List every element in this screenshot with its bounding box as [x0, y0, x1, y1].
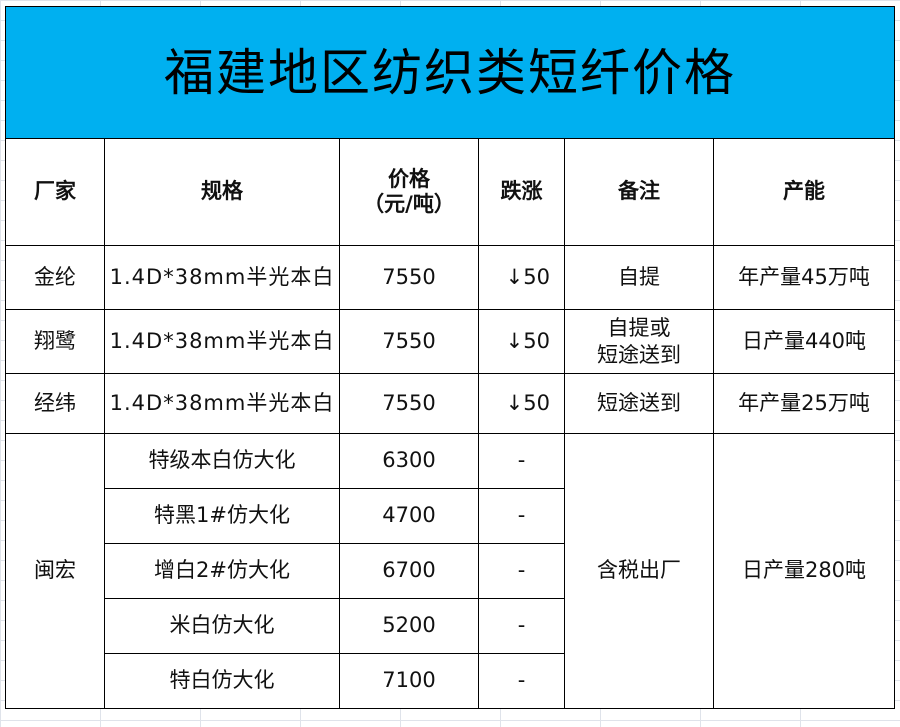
price-table: 福建地区纺织类短纤价格 厂家 规格 价格 （元/吨） 跌涨 备注 产能 金纶 1.… [5, 6, 895, 709]
change-cell: ↓50 [478, 373, 565, 434]
spec-cell: 1.4D*38mm半光本白 [104, 245, 340, 310]
factory-cell: 金纶 [5, 245, 105, 310]
spec-cell: 1.4D*38mm半光本白 [104, 373, 340, 434]
capacity-cell: 日产量440吨 [713, 309, 895, 374]
header-price-label: 价格 [388, 166, 430, 191]
note-line-1: 自提或 [607, 316, 671, 341]
price-cell: 6700 [339, 543, 479, 599]
header-capacity: 产能 [713, 138, 895, 246]
factory-cell: 闽宏 [5, 433, 105, 709]
header-price-unit: （元/吨） [363, 192, 455, 216]
price-cell: 7550 [339, 309, 479, 374]
spec-cell: 米白仿大化 [104, 598, 340, 654]
change-cell: - [478, 598, 565, 654]
change-cell: - [478, 488, 565, 544]
factory-cell: 经纬 [5, 373, 105, 434]
table-row: 翔鹭 1.4D*38mm半光本白 7550 ↓50 自提或 短途送到 日产量440… [5, 309, 895, 374]
price-cell: 5200 [339, 598, 479, 654]
note-cell: 自提 [564, 245, 714, 310]
header-row: 厂家 规格 价格 （元/吨） 跌涨 备注 产能 [5, 138, 895, 246]
header-price: 价格 （元/吨） [339, 138, 479, 246]
header-change: 跌涨 [478, 138, 565, 246]
table-title: 福建地区纺织类短纤价格 [5, 6, 895, 139]
note-cell: 含税出厂 [564, 433, 714, 709]
change-cell: ↓50 [478, 245, 565, 310]
change-cell: - [478, 433, 565, 489]
change-cell: ↓50 [478, 309, 565, 374]
table-row: 闽宏 特级本白仿大化 6300 - 含税出厂 日产量280吨 [5, 433, 895, 709]
price-cell: 7100 [339, 653, 479, 709]
change-cell: - [478, 543, 565, 599]
change-cell: - [478, 653, 565, 709]
spec-cell: 特级本白仿大化 [104, 433, 340, 489]
price-cell: 7550 [339, 245, 479, 310]
spec-cell: 特黑1#仿大化 [104, 488, 340, 544]
price-cell: 7550 [339, 373, 479, 434]
capacity-cell: 日产量280吨 [713, 433, 895, 709]
spec-cell: 1.4D*38mm半光本白 [104, 309, 340, 374]
note-cell: 短途送到 [564, 373, 714, 434]
spec-cell: 特白仿大化 [104, 653, 340, 709]
table-row: 特白仿大化 7100 - [6, 653, 895, 709]
price-cell: 6300 [339, 433, 479, 489]
note-cell: 自提或 短途送到 [564, 309, 714, 374]
header-factory: 厂家 [5, 138, 105, 246]
table-row: 金纶 1.4D*38mm半光本白 7550 ↓50 自提 年产量45万吨 [5, 245, 895, 310]
capacity-cell: 年产量45万吨 [713, 245, 895, 310]
header-note: 备注 [564, 138, 714, 246]
table-row: 增白2#仿大化 6700 - [6, 543, 895, 599]
header-spec: 规格 [104, 138, 340, 246]
table-row: 特黑1#仿大化 4700 - [6, 488, 895, 544]
factory-cell: 翔鹭 [5, 309, 105, 374]
table-row: 经纬 1.4D*38mm半光本白 7550 ↓50 短途送到 年产量25万吨 [5, 373, 895, 434]
capacity-cell: 年产量25万吨 [713, 373, 895, 434]
price-cell: 4700 [339, 488, 479, 544]
note-line-2: 短途送到 [597, 342, 681, 367]
spec-cell: 增白2#仿大化 [104, 543, 340, 599]
